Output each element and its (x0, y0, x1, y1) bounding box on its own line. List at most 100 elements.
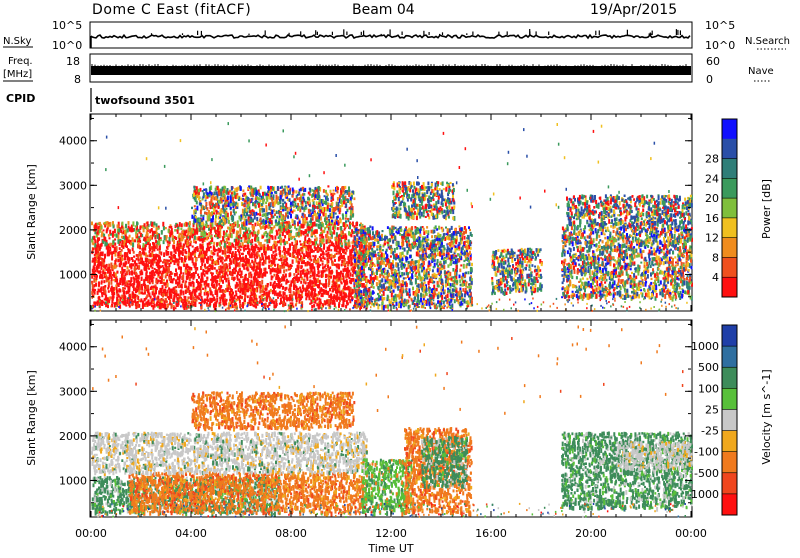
echo-cell (322, 236, 324, 239)
echo-cell (100, 274, 102, 279)
echo-cell (232, 304, 234, 308)
echo-cell (347, 286, 349, 291)
echo-cell (190, 274, 192, 279)
echo-cell (92, 269, 94, 273)
nsky-line (91, 35, 690, 38)
echo-cell (99, 230, 101, 233)
echo-cell (325, 250, 327, 252)
echo-cell (356, 238, 358, 241)
echo-cell (135, 289, 137, 291)
echo-cell (117, 259, 119, 262)
echo-cell (192, 276, 194, 279)
echo-cell (205, 286, 207, 289)
echo-cell (106, 297, 108, 301)
echo-cell (353, 197, 355, 200)
echo-cell (326, 239, 328, 244)
echo-cell (96, 234, 98, 237)
echo-cell (133, 251, 135, 254)
echo-cell (180, 267, 182, 271)
echo-cell (249, 263, 251, 267)
echo-cell (302, 201, 304, 204)
echo-cell (133, 288, 135, 292)
echo-cell (250, 289, 252, 292)
echo-cell (240, 305, 242, 307)
echo-cell (138, 290, 140, 294)
echo-cell (114, 229, 116, 234)
echo-cell (281, 262, 283, 264)
echo-cell (162, 293, 164, 297)
echo-cell (131, 271, 133, 275)
echo-cell (235, 251, 237, 253)
echo-cell (163, 279, 165, 281)
echo-cell (310, 286, 312, 290)
echo-cell (235, 211, 237, 213)
echo-cell (303, 231, 305, 236)
echo-cell (316, 223, 318, 226)
echo-cell (315, 190, 317, 194)
echo-cell (196, 206, 198, 211)
echo-cell (115, 273, 117, 278)
echo-cell (162, 285, 164, 288)
echo-cell (297, 267, 299, 271)
echo-cell (134, 294, 136, 298)
echo-cell (307, 234, 309, 237)
echo-cell (190, 241, 192, 243)
echo-cell (208, 265, 210, 267)
echo-cell (295, 257, 297, 260)
echo-cell (250, 274, 252, 279)
echo-cell (246, 221, 248, 226)
echo-cell (265, 225, 267, 228)
echo-cell (274, 285, 276, 289)
echo-cell (279, 286, 281, 289)
echo-cell (350, 293, 352, 298)
echo-cell (232, 202, 234, 206)
echo-cell (237, 278, 239, 281)
echo-cell (152, 234, 154, 237)
echo-cell (254, 231, 256, 234)
echo-cell (117, 271, 119, 273)
echo-cell (283, 269, 285, 273)
echo-cell (253, 261, 255, 264)
echo-cell (239, 252, 241, 256)
echo-cell (309, 303, 311, 305)
echo-cell (346, 287, 348, 290)
echo-cell (218, 274, 220, 277)
echo-cell (206, 304, 208, 307)
echo-cell (330, 270, 332, 274)
echo-cell (317, 294, 319, 297)
echo-cell (350, 257, 352, 262)
echo-cell (141, 277, 143, 281)
echo-cell (247, 247, 249, 250)
echo-cell (308, 192, 310, 195)
echo-cell (204, 281, 206, 283)
echo-cell (323, 290, 325, 295)
echo-cell (99, 224, 101, 226)
echo-cell (172, 245, 174, 249)
echo-cell (150, 264, 152, 267)
echo-cell (323, 189, 325, 193)
echo-cell (308, 226, 310, 229)
echo-cell (200, 215, 202, 217)
echo-cell (157, 235, 159, 239)
echo-cell (286, 287, 288, 290)
echo-cell (327, 275, 329, 278)
echo-cell (153, 249, 155, 252)
echo-cell (140, 271, 142, 274)
echo-cell (342, 186, 344, 190)
echo-cell (333, 230, 335, 235)
echo-cell (266, 235, 268, 238)
echo-cell (195, 262, 197, 265)
echo-cell (247, 266, 249, 271)
echo-cell (113, 275, 115, 278)
echo-cell (256, 190, 258, 194)
echo-cell (114, 303, 116, 308)
echo-cell (289, 273, 291, 276)
echo-cell (345, 243, 347, 246)
echo-cell (344, 186, 346, 189)
echo-cell (313, 266, 315, 269)
echo-cell (247, 264, 249, 267)
echo-cell (223, 264, 225, 269)
echo-cell (126, 252, 128, 256)
echo-cell (116, 279, 118, 283)
echo-cell (337, 220, 339, 223)
